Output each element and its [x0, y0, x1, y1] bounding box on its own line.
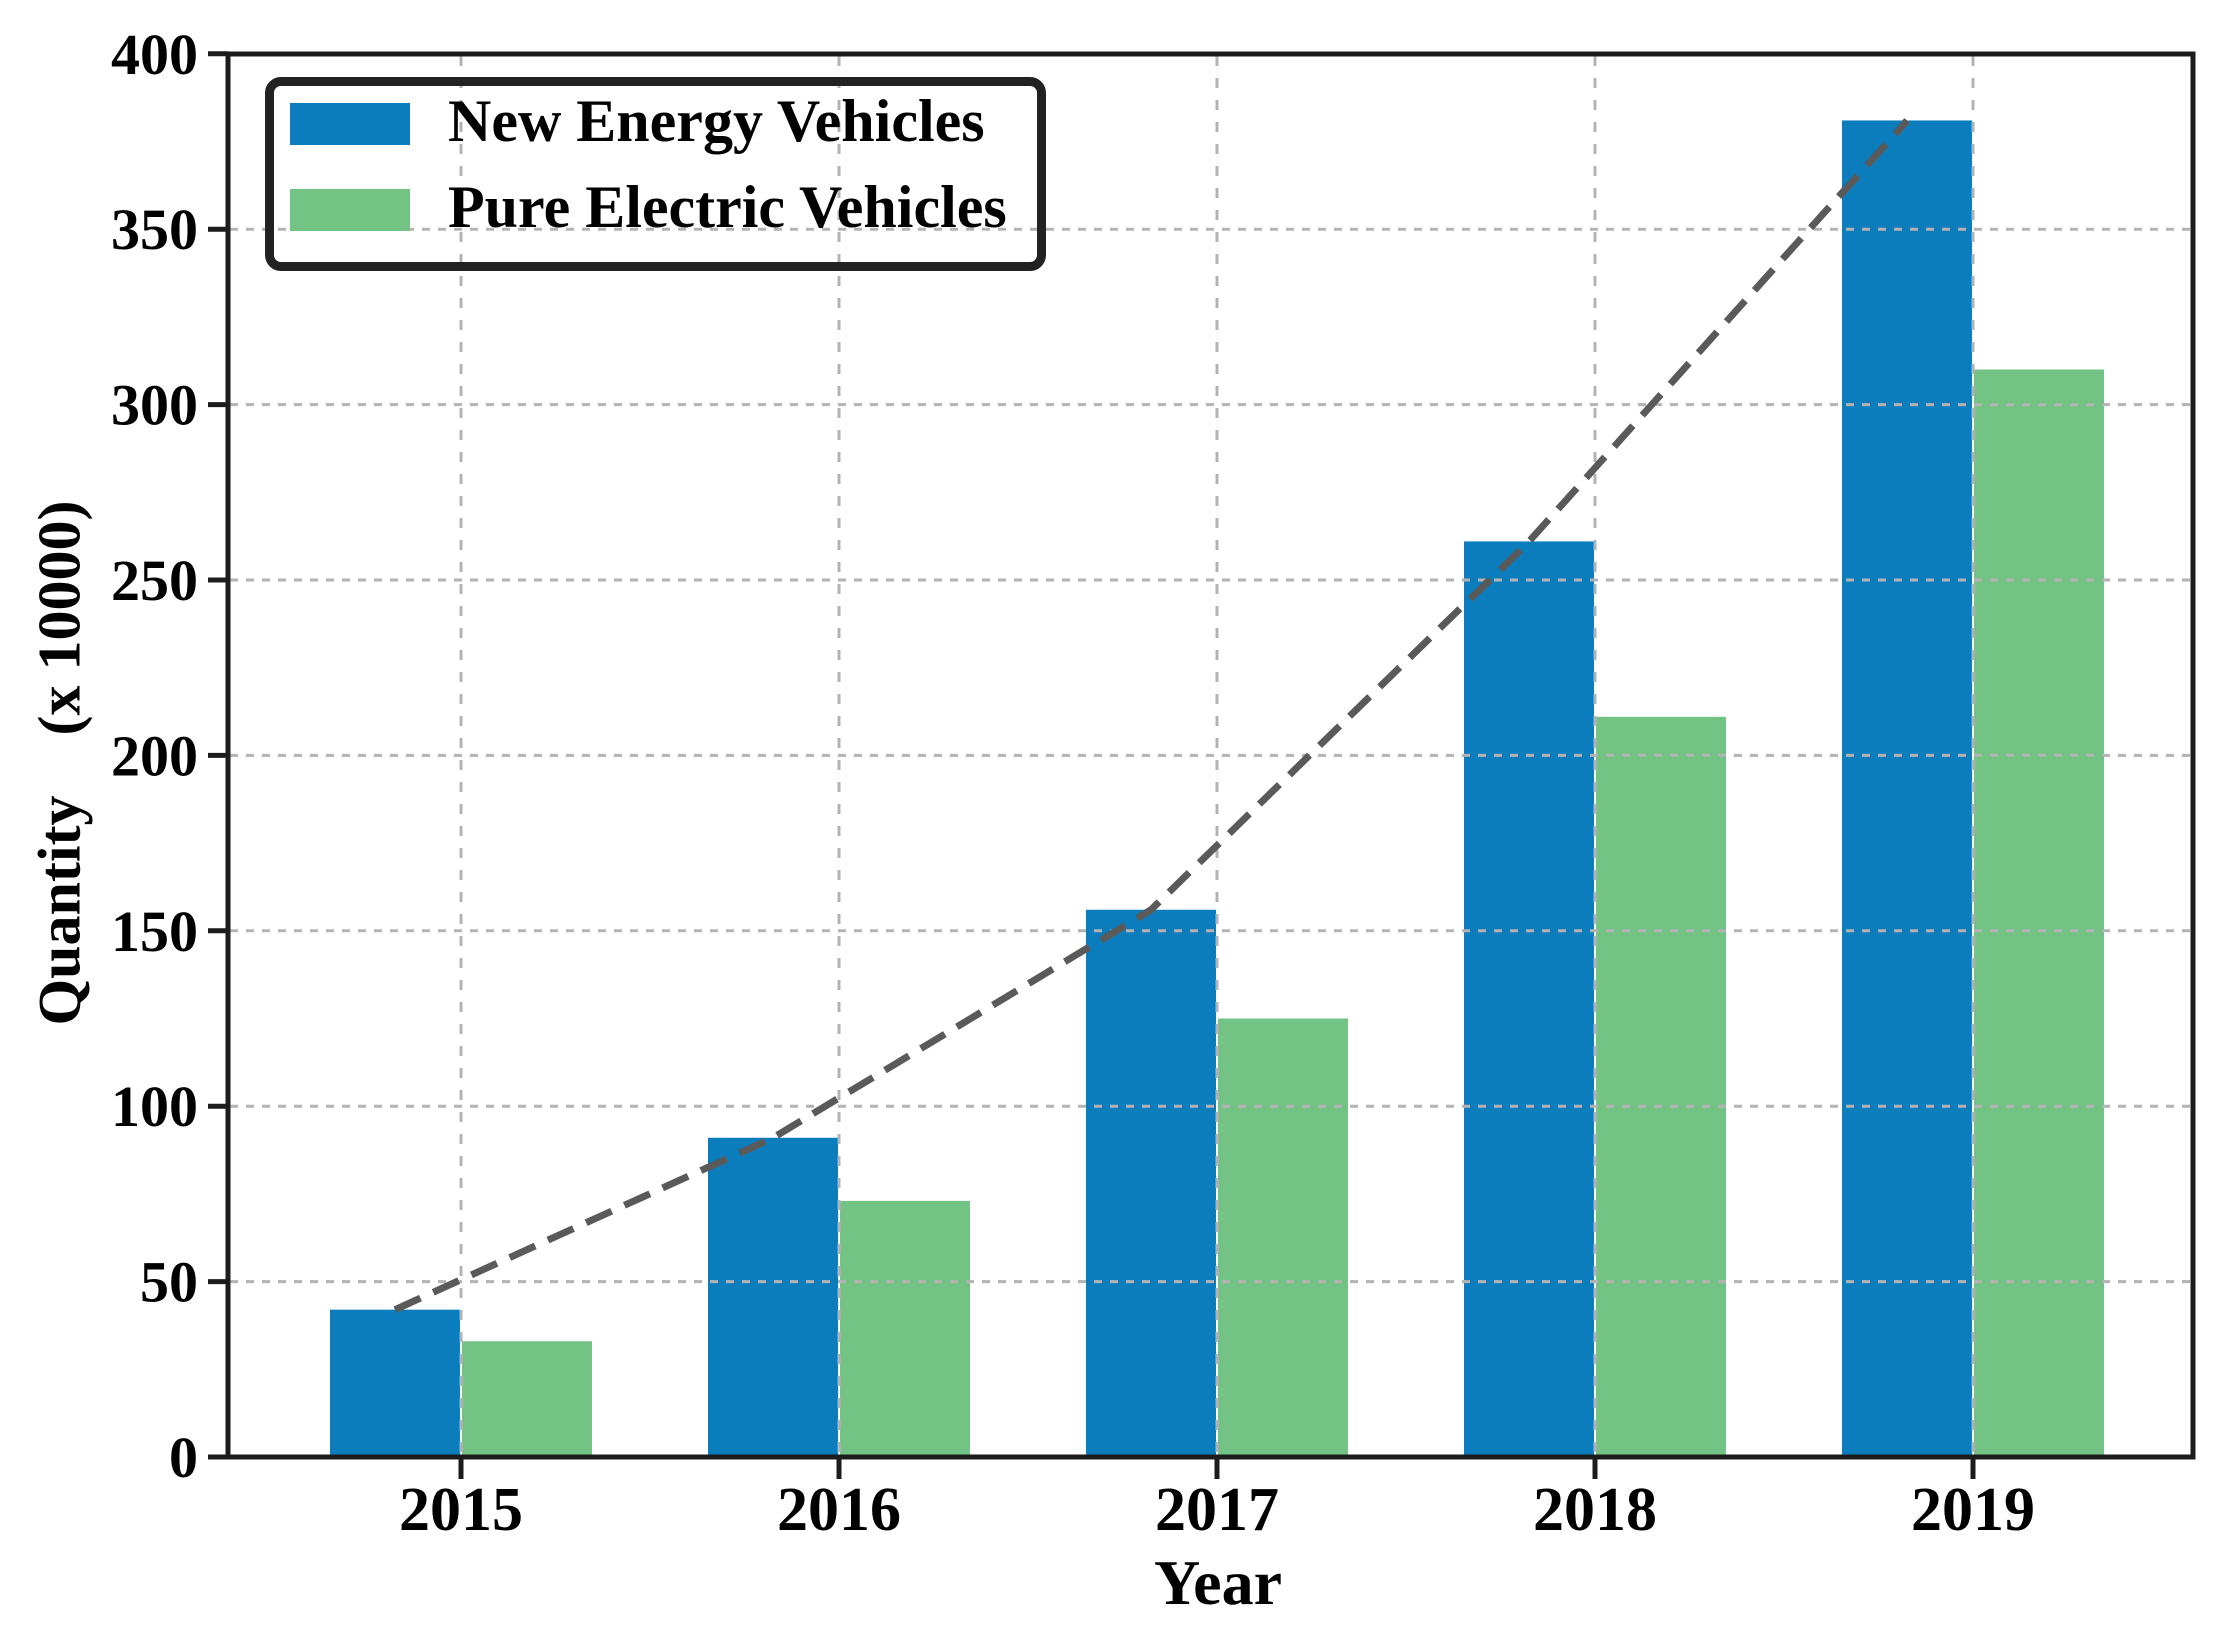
bar-new-energy-vehicles-2016 — [708, 1137, 838, 1457]
trend-line — [393, 118, 1910, 1313]
y-tick-label: 350 — [111, 197, 198, 262]
y-tick-label: 400 — [111, 22, 198, 87]
bar-pure-electric-vehicles-2016 — [840, 1200, 970, 1457]
legend-swatch-pure-electric-vehicles — [290, 189, 410, 231]
bar-new-energy-vehicles-2018 — [1464, 541, 1594, 1457]
legend-swatch-new-energy-vehicles — [290, 103, 410, 145]
x-tick-label: 2018 — [1533, 1476, 1657, 1544]
bar-new-energy-vehicles-2015 — [330, 1309, 460, 1457]
legend-label-new-energy-vehicles: New Energy Vehicles — [448, 88, 985, 154]
bar-new-energy-vehicles-2017 — [1086, 909, 1216, 1457]
bar-new-energy-vehicles-2019 — [1842, 120, 1972, 1457]
bar-pure-electric-vehicles-2015 — [462, 1341, 592, 1457]
x-axis-label: Year — [1154, 1547, 1282, 1618]
legend-item-new-energy-vehicles: New Energy Vehicles — [290, 91, 1007, 151]
bar-pure-electric-vehicles-2019 — [1974, 369, 2104, 1457]
bar-pure-electric-vehicles-2018 — [1596, 716, 1726, 1457]
x-tick-label: 2017 — [1155, 1476, 1279, 1544]
y-tick-label: 150 — [111, 899, 198, 964]
x-tick-label: 2016 — [777, 1476, 901, 1544]
y-tick-label: 300 — [111, 373, 198, 438]
y-tick-label: 0 — [169, 1425, 198, 1490]
y-tick-label: 250 — [111, 548, 198, 613]
y-tick-label: 50 — [140, 1250, 198, 1315]
bar-pure-electric-vehicles-2017 — [1218, 1018, 1348, 1457]
legend: New Energy Vehicles Pure Electric Vehicl… — [265, 77, 1046, 271]
legend-item-pure-electric-vehicles: Pure Electric Vehicles — [290, 177, 1007, 237]
y-tick-label: 100 — [111, 1074, 198, 1139]
y-axis-label: Quantity (x 10000) — [26, 500, 93, 1026]
y-tick-label: 200 — [111, 723, 198, 788]
x-tick-label: 2019 — [1911, 1476, 2035, 1544]
legend-label-pure-electric-vehicles: Pure Electric Vehicles — [448, 174, 1007, 240]
x-tick-label: 2015 — [399, 1476, 523, 1544]
